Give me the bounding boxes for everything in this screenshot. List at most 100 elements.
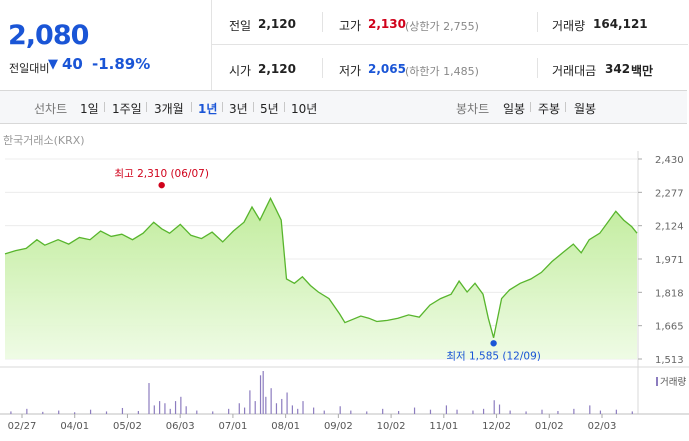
volume-bar — [291, 405, 293, 414]
volume-bar — [286, 392, 288, 414]
volume-bar — [26, 408, 28, 414]
amount-unit: 백만 — [631, 64, 654, 78]
volume-value: 164,121 — [593, 17, 648, 31]
tab-1d[interactable]: 1일 — [80, 102, 99, 116]
volume-bar — [10, 411, 12, 414]
open-label: 시가 — [229, 64, 252, 78]
tab-3y[interactable]: 3년 — [229, 102, 248, 116]
volume-bar — [339, 406, 341, 414]
tab-1w[interactable]: 1주일 — [112, 102, 142, 116]
volume-bar — [270, 388, 272, 414]
lower-limit: (하한가 1,485) — [405, 65, 479, 78]
tab-10y[interactable]: 10년 — [291, 102, 318, 116]
volume-bar — [148, 383, 150, 414]
down-arrow-icon: ▼ — [48, 57, 58, 72]
y-tick-label: 1,513 — [655, 355, 684, 366]
volume-bar — [137, 410, 139, 414]
tab-separator — [104, 102, 105, 112]
tab-separator — [284, 102, 285, 112]
high-value: 2,130 — [368, 17, 406, 31]
volume-bar — [196, 410, 198, 414]
x-tick-label: 07/01 — [218, 421, 247, 432]
prev-close-value: 2,120 — [258, 17, 296, 31]
volume-bar — [259, 375, 262, 414]
volume-bar — [493, 400, 495, 414]
x-tick-label: 05/02 — [113, 421, 142, 432]
line-chart-label: 선차트 — [34, 102, 68, 116]
volume-bar — [275, 403, 278, 414]
high-annotation: 최고 2,310 (06/07) — [114, 168, 209, 180]
volume-legend-swatch — [656, 377, 658, 386]
y-tick-label: 2,124 — [655, 222, 684, 233]
tab-separator — [146, 102, 147, 112]
tab-separator — [191, 102, 192, 112]
volume-bar — [456, 409, 458, 414]
volume-bar — [164, 403, 166, 414]
tab-separator — [530, 102, 531, 112]
volume-bar — [265, 396, 267, 414]
high-label: 고가 — [339, 19, 362, 33]
volume-bar — [313, 407, 315, 414]
price-area — [5, 198, 637, 359]
volume-bar — [557, 410, 559, 414]
volume-bar — [366, 411, 368, 414]
tab-1y[interactable]: 1년 — [198, 102, 218, 116]
divider — [322, 12, 323, 32]
volume-bar — [238, 403, 240, 414]
tab-daily-candle[interactable]: 일봉 — [503, 102, 526, 116]
low-label: 저가 — [339, 64, 362, 78]
volume-bar — [541, 409, 543, 414]
tab-weekly-candle[interactable]: 주봉 — [538, 102, 561, 116]
upper-limit: (상한가 2,755) — [405, 20, 479, 33]
tab-3m[interactable]: 3개월 — [154, 102, 184, 116]
volume-bar — [105, 411, 108, 414]
tab-monthly-candle[interactable]: 월봉 — [574, 102, 597, 116]
volume-bar — [445, 405, 448, 414]
volume-bar — [573, 408, 575, 414]
divider — [537, 58, 538, 78]
volume-bar — [174, 401, 177, 414]
volume-bar — [498, 404, 501, 414]
change-value: 40 — [62, 55, 83, 73]
tab-5y[interactable]: 5년 — [260, 102, 279, 116]
volume-bar — [482, 408, 485, 414]
volume-bar — [169, 408, 171, 414]
x-tick-label: 02/03 — [588, 421, 617, 432]
volume-bar — [413, 407, 416, 414]
price-chart: 한국거래소(KRX) 최고 2,310 (06/07) 최저 1,585 (12… — [0, 134, 689, 432]
volume-bar — [254, 401, 256, 414]
divider — [537, 12, 538, 32]
low-value: 2,065 — [368, 62, 406, 76]
y-tick-label: 1,665 — [655, 322, 684, 333]
tab-separator — [253, 102, 254, 112]
x-tick-label: 10/02 — [377, 421, 406, 432]
volume-bar — [589, 405, 591, 414]
volume-bar — [429, 409, 432, 414]
volume-bar — [262, 371, 264, 414]
tab-separator — [565, 102, 566, 112]
volume-bar — [525, 411, 527, 414]
x-tick-label: 04/01 — [60, 421, 89, 432]
volume-bar — [243, 407, 246, 414]
y-tick-label: 1,818 — [655, 288, 684, 299]
low-annotation: 최저 1,585 (12/09) — [446, 350, 541, 362]
volume-bar — [249, 390, 251, 414]
x-tick-label: 09/02 — [324, 421, 353, 432]
amount-value: 342 — [605, 62, 631, 76]
divider — [212, 44, 688, 45]
change-percent: -1.89% — [92, 55, 151, 73]
prev-close-label: 전일 — [229, 19, 252, 33]
x-tick-label: 06/03 — [166, 421, 195, 432]
x-tick-label: 12/02 — [482, 421, 511, 432]
y-axis: 2,430 2,277 2,124 1,971 1,818 1,665 1,513 — [638, 155, 684, 366]
volume-bar — [153, 405, 155, 414]
change-label: 전일대비 — [9, 62, 50, 75]
volume-bar — [159, 401, 161, 414]
data-source: 한국거래소(KRX) — [3, 134, 85, 147]
x-tick-label: 11/01 — [429, 421, 458, 432]
volume-bar — [42, 411, 44, 414]
x-tick-label: 01/02 — [535, 421, 564, 432]
volume-bar — [89, 409, 92, 414]
volume-bar — [281, 398, 283, 414]
divider — [322, 58, 323, 78]
